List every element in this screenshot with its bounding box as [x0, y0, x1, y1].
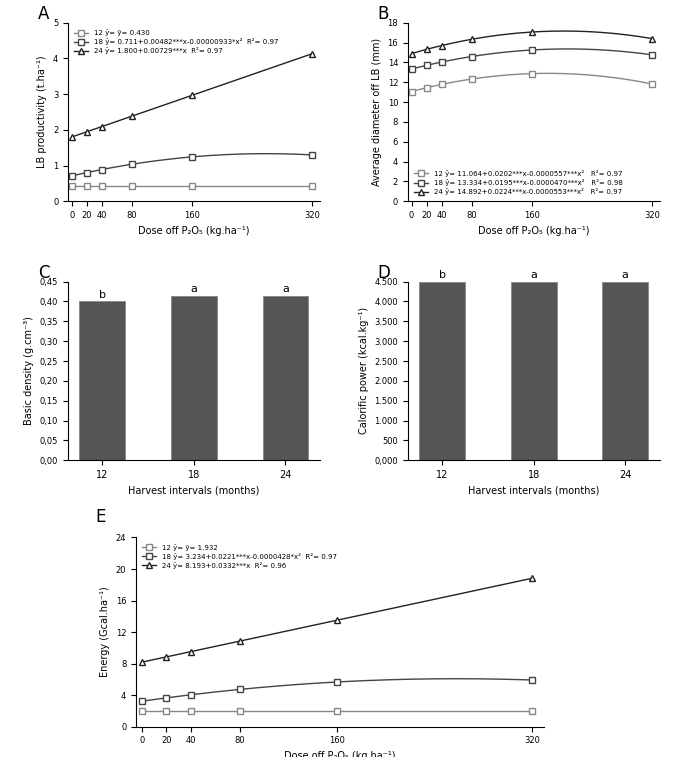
Legend: 12 ŷ= ȳ= 0.430, 18 ŷ= 0.711+0.00482***x-0.00000933*x²  R²= 0.97, 24 ŷ= 1.800+0.0: 12 ŷ= ȳ= 0.430, 18 ŷ= 0.711+0.00482***x-…	[71, 26, 281, 57]
Bar	[602, 282, 648, 460]
X-axis label: Harvest intervals (months): Harvest intervals (months)	[129, 485, 260, 496]
Text: C: C	[38, 264, 49, 282]
Text: E: E	[95, 509, 105, 526]
Y-axis label: Calorific power (kcal.kg⁻¹): Calorific power (kcal.kg⁻¹)	[359, 307, 369, 435]
Y-axis label: Basic density (g.cm⁻³): Basic density (g.cm⁻³)	[24, 316, 34, 425]
X-axis label: Harvest intervals (months): Harvest intervals (months)	[468, 485, 599, 496]
X-axis label: Dose off P₂O₅ (kg.ha⁻¹): Dose off P₂O₅ (kg.ha⁻¹)	[478, 226, 590, 235]
Bar	[511, 282, 557, 460]
Y-axis label: Energy (Gcal.ha⁻¹): Energy (Gcal.ha⁻¹)	[100, 587, 110, 678]
Y-axis label: LB productivity (t.ha⁻¹): LB productivity (t.ha⁻¹)	[37, 56, 48, 168]
Text: a: a	[190, 284, 197, 294]
Text: B: B	[377, 5, 389, 23]
Text: b: b	[99, 289, 106, 300]
Y-axis label: Average diameter off LB (mm): Average diameter off LB (mm)	[372, 38, 382, 186]
Text: a: a	[530, 270, 537, 280]
Text: A: A	[38, 5, 49, 23]
X-axis label: Dose off P₂O₅ (kg.ha⁻¹): Dose off P₂O₅ (kg.ha⁻¹)	[138, 226, 250, 235]
Bar	[262, 296, 308, 460]
Text: b: b	[439, 270, 445, 280]
Text: D: D	[377, 264, 390, 282]
X-axis label: Dose off P₂O₅ (kg.ha⁻¹): Dose off P₂O₅ (kg.ha⁻¹)	[284, 751, 396, 757]
Text: a: a	[622, 270, 629, 280]
Bar	[420, 282, 465, 460]
Text: a: a	[282, 285, 289, 294]
Legend: 12 ŷ= 11.064+0.0202***x-0.0000557***x²   R²= 0.97, 18 ŷ= 13.334+0.0195***x-0.000: 12 ŷ= 11.064+0.0202***x-0.0000557***x² R…	[411, 167, 625, 198]
Legend: 12 ŷ= ȳ= 1.932, 18 ŷ= 3.234+0.0221***x-0.0000428*x²  R²= 0.97, 24 ŷ= 8.193+0.033: 12 ŷ= ȳ= 1.932, 18 ŷ= 3.234+0.0221***x-0…	[139, 541, 339, 572]
Bar	[80, 301, 125, 460]
Bar	[171, 295, 217, 460]
